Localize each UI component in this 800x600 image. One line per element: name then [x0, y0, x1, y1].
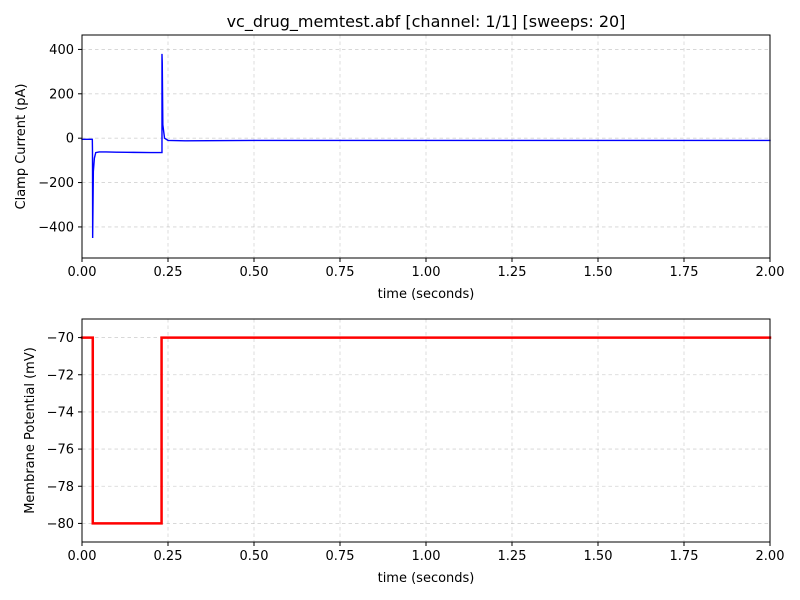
potential-x-tick-label: 2.00 [756, 549, 785, 564]
figure-title: vc_drug_memtest.abf [channel: 1/1] [swee… [227, 12, 626, 32]
current-y-tick-label: 0 [66, 132, 74, 147]
potential-y-tick-label: −80 [47, 517, 74, 532]
current-y-axis-label: Clamp Current (pA) [14, 84, 29, 210]
potential-x-tick-label: 0.75 [326, 549, 355, 564]
potential-x-tick-label: 1.00 [412, 549, 441, 564]
clamp-current-chart: 0.00 0.25 0.50 0.75 1.00 1.25 1.50 1.75 2.00 400 2… [14, 34, 785, 302]
current-y-tick-label: −400 [38, 220, 74, 235]
membrane-potential-chart: 0.00 0.25 0.50 0.75 1.00 1.25 1.50 1.75 2.00 −70 −… [23, 318, 785, 586]
current-x-tick-label: 0.50 [240, 265, 269, 280]
potential-trace [80, 336, 772, 525]
current-y-tick-label: −200 [38, 176, 74, 191]
potential-x-tick-label: 1.25 [498, 549, 527, 564]
potential-y-tick-label: −74 [47, 405, 74, 420]
current-trace [81, 53, 771, 239]
current-x-tick-label: 2.00 [756, 265, 785, 280]
current-x-tick-label: 1.50 [584, 265, 613, 280]
current-x-tick-label: 0.00 [68, 265, 97, 280]
potential-x-axis-label: time (seconds) [378, 571, 475, 586]
potential-y-tick-label: −78 [47, 480, 74, 495]
current-x-tick-label: 0.75 [326, 265, 355, 280]
current-x-tick-label: 0.25 [154, 265, 183, 280]
current-y-tick-label: 200 [49, 87, 74, 102]
potential-x-tick-label: 0.25 [154, 549, 183, 564]
potential-y-tick-label: −76 [47, 443, 74, 458]
potential-x-tick-label: 1.75 [670, 549, 699, 564]
current-y-tick-label: 400 [49, 43, 74, 58]
potential-y-tick-label: −70 [47, 331, 74, 346]
current-x-tick-label: 1.25 [498, 265, 527, 280]
current-x-axis-label: time (seconds) [378, 287, 475, 302]
current-x-tick-label: 1.00 [412, 265, 441, 280]
potential-x-tick-label: 0.50 [240, 549, 269, 564]
potential-y-tick-label: −72 [47, 368, 74, 383]
current-x-tick-label: 1.75 [670, 265, 699, 280]
potential-x-tick-label: 1.50 [584, 549, 613, 564]
potential-y-axis-label: Membrane Potential (mV) [23, 347, 38, 514]
potential-x-tick-label: 0.00 [68, 549, 97, 564]
